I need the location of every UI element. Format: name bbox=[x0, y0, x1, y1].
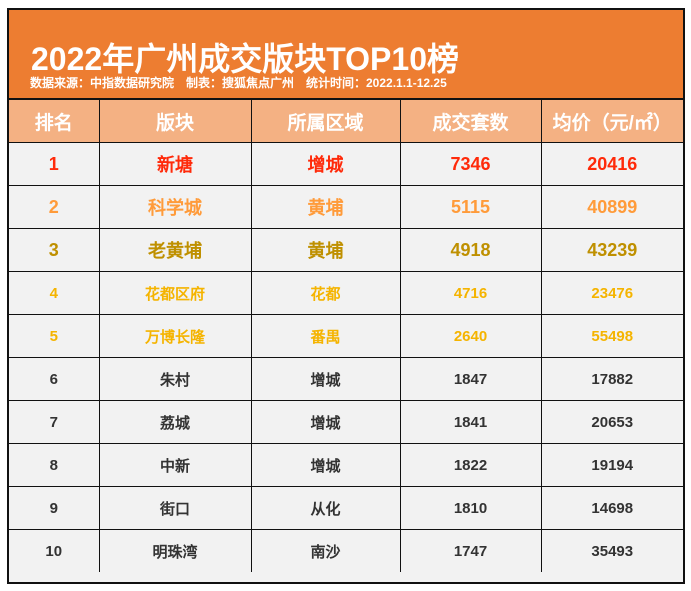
table-row: 6 朱村 增城 1847 17882 bbox=[9, 357, 683, 401]
district-cell: 增城 bbox=[250, 142, 401, 186]
block-cell: 科学城 bbox=[98, 185, 252, 229]
units-cell: 1747 bbox=[399, 529, 542, 572]
block-cell: 街口 bbox=[98, 486, 252, 530]
header-units: 成交套数 bbox=[399, 100, 542, 143]
rank-cell: 5 bbox=[9, 314, 100, 358]
district-cell: 花都 bbox=[250, 271, 401, 315]
units-cell: 4918 bbox=[399, 228, 542, 272]
table-row: 10 明珠湾 南沙 1747 35493 bbox=[9, 529, 683, 572]
block-cell: 花都区府 bbox=[98, 271, 252, 315]
table-row: 7 荔城 增城 1841 20653 bbox=[9, 400, 683, 444]
table-header-row: 排名 版块 所属区域 成交套数 均价（元/㎡） bbox=[9, 100, 683, 143]
source-note: 数据来源：中指数据研究院 制表：搜狐焦点广州 统计时间：2022.1.1-12.… bbox=[30, 76, 447, 90]
units-cell: 2640 bbox=[399, 314, 542, 358]
rank-cell: 6 bbox=[9, 357, 100, 401]
block-cell: 万博长隆 bbox=[98, 314, 252, 358]
price-cell: 14698 bbox=[540, 486, 683, 530]
table-row: 4 花都区府 花都 4716 23476 bbox=[9, 271, 683, 315]
price-cell: 35493 bbox=[540, 529, 683, 572]
rank-cell: 8 bbox=[9, 443, 100, 487]
rank-cell: 2 bbox=[9, 185, 100, 229]
units-cell: 1841 bbox=[399, 400, 542, 444]
rank-cell: 3 bbox=[9, 228, 100, 272]
header-price: 均价（元/㎡） bbox=[540, 100, 683, 143]
price-cell: 40899 bbox=[540, 185, 683, 229]
price-cell: 20653 bbox=[540, 400, 683, 444]
units-cell: 1822 bbox=[399, 443, 542, 487]
header-block: 版块 bbox=[98, 100, 252, 143]
rank-cell: 7 bbox=[9, 400, 100, 444]
units-cell: 4716 bbox=[399, 271, 542, 315]
table-row: 8 中新 增城 1822 19194 bbox=[9, 443, 683, 487]
district-cell: 黄埔 bbox=[250, 228, 401, 272]
ranking-table-card: 2022年广州成交版块TOP10榜 数据来源：中指数据研究院 制表：搜狐焦点广州… bbox=[7, 8, 685, 584]
price-cell: 17882 bbox=[540, 357, 683, 401]
price-cell: 19194 bbox=[540, 443, 683, 487]
block-cell: 老黄埔 bbox=[98, 228, 252, 272]
district-cell: 增城 bbox=[250, 357, 401, 401]
price-cell: 20416 bbox=[540, 142, 683, 186]
district-cell: 从化 bbox=[250, 486, 401, 530]
price-cell: 43239 bbox=[540, 228, 683, 272]
district-cell: 番禺 bbox=[250, 314, 401, 358]
table-row: 2 科学城 黄埔 5115 40899 bbox=[9, 185, 683, 229]
district-cell: 增城 bbox=[250, 443, 401, 487]
block-cell: 明珠湾 bbox=[98, 529, 252, 572]
title-banner: 2022年广州成交版块TOP10榜 数据来源：中指数据研究院 制表：搜狐焦点广州… bbox=[9, 10, 683, 100]
table-row: 9 街口 从化 1810 14698 bbox=[9, 486, 683, 530]
block-cell: 荔城 bbox=[98, 400, 252, 444]
rank-cell: 4 bbox=[9, 271, 100, 315]
units-cell: 1810 bbox=[399, 486, 542, 530]
units-cell: 1847 bbox=[399, 357, 542, 401]
header-rank: 排名 bbox=[9, 100, 100, 143]
rank-cell: 1 bbox=[9, 142, 100, 186]
table-row: 3 老黄埔 黄埔 4918 43239 bbox=[9, 228, 683, 272]
block-cell: 新塘 bbox=[98, 142, 252, 186]
district-cell: 南沙 bbox=[250, 529, 401, 572]
table-row: 1 新塘 增城 7346 20416 bbox=[9, 142, 683, 186]
units-cell: 7346 bbox=[399, 142, 542, 186]
units-cell: 5115 bbox=[399, 185, 542, 229]
block-cell: 中新 bbox=[98, 443, 252, 487]
page-title: 2022年广州成交版块TOP10榜 bbox=[31, 41, 459, 77]
ranking-table: 排名 版块 所属区域 成交套数 均价（元/㎡） 1 新塘 增城 7346 20416 2 科… bbox=[9, 100, 683, 572]
district-cell: 增城 bbox=[250, 400, 401, 444]
price-cell: 23476 bbox=[540, 271, 683, 315]
header-district: 所属区域 bbox=[250, 100, 401, 143]
price-cell: 55498 bbox=[540, 314, 683, 358]
rank-cell: 9 bbox=[9, 486, 100, 530]
district-cell: 黄埔 bbox=[250, 185, 401, 229]
block-cell: 朱村 bbox=[98, 357, 252, 401]
table-row: 5 万博长隆 番禺 2640 55498 bbox=[9, 314, 683, 358]
rank-cell: 10 bbox=[9, 529, 100, 572]
